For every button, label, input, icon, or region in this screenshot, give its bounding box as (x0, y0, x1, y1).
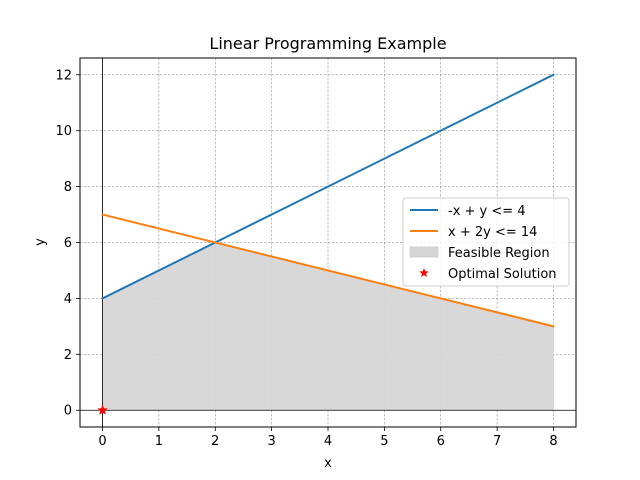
zero-reference-lines (80, 58, 576, 427)
legend-label-series-1: -x + y <= 4 (448, 204, 526, 219)
x-tick-label: 2 (211, 434, 219, 449)
legend-swatch-feasible-region (409, 246, 439, 258)
chart-title: Linear Programming Example (209, 34, 446, 53)
y-tick-label: 10 (55, 124, 72, 139)
x-tick-label: 0 (98, 434, 106, 449)
legend: -x + y <= 4 x + 2y <= 14 Feasible Region… (402, 197, 570, 287)
feasible-region-fill (102, 242, 554, 411)
x-axis-label: x (324, 456, 332, 471)
y-tick-label: 0 (64, 404, 72, 419)
x-tick-label: 8 (549, 434, 557, 449)
legend-label-feasible-region: Feasible Region (448, 246, 550, 261)
y-tick-label: 4 (64, 292, 72, 307)
legend-label-optimal-solution: Optimal Solution (448, 267, 557, 282)
series-layer (101, 73, 555, 328)
y-tick-label: 2 (64, 348, 72, 363)
y-axis-ticks: 0 2 4 6 8 10 12 (55, 68, 80, 419)
x-axis-ticks: 0 1 2 3 4 5 6 7 8 (98, 427, 558, 449)
x-tick-label: 1 (155, 434, 163, 449)
y-axis-label: y (33, 238, 48, 246)
series-line-1 (101, 73, 555, 300)
x-tick-label: 6 (437, 434, 445, 449)
legend-swatch-optimal-star (419, 268, 429, 278)
optimal-marker-layer (97, 404, 108, 415)
x-tick-label: 4 (324, 434, 332, 449)
x-tick-label: 5 (380, 434, 388, 449)
y-tick-label: 6 (64, 236, 72, 251)
legend-box (402, 197, 570, 287)
y-tick-label: 8 (64, 180, 72, 195)
legend-label-series-2: x + 2y <= 14 (448, 225, 537, 240)
x-tick-label: 7 (493, 434, 501, 449)
x-tick-label: 3 (267, 434, 275, 449)
feasible-region-layer (102, 242, 554, 411)
series-line-2 (101, 213, 555, 328)
y-tick-label: 12 (55, 68, 72, 83)
optimal-solution-marker (97, 404, 108, 415)
